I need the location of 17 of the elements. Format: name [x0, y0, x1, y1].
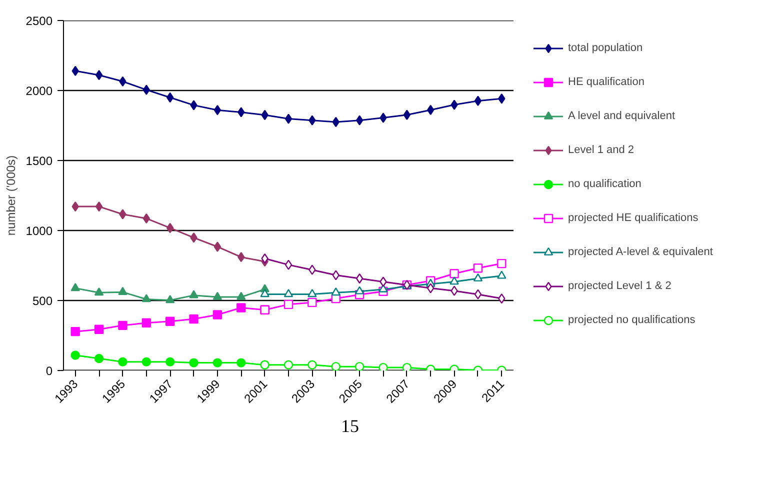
y-tick-label: 1000	[26, 224, 53, 238]
legend-label: HE qualification	[568, 76, 644, 88]
y-tick-label: 500	[32, 294, 53, 308]
legend-label: projected Level 1 & 2	[568, 280, 672, 292]
text: 15	[341, 415, 359, 438]
y-tick-label: 2000	[26, 84, 53, 98]
legend-label: projected A-level & equivalent	[568, 246, 713, 258]
y-axis-title: number ('000s)	[4, 155, 18, 236]
legend-label: A level and equivalent	[568, 110, 676, 122]
y-tick-label: 2500	[26, 14, 53, 28]
y-tick-label: 1500	[26, 154, 53, 168]
legend-label: no qualification	[568, 178, 642, 190]
legend-label: total population	[568, 42, 643, 54]
legend-label: projected no qualifications	[568, 314, 696, 326]
legend-label: Level 1 and 2	[568, 144, 634, 156]
y-tick-label: 0	[46, 364, 53, 378]
legend-label: projected HE qualifications	[568, 212, 698, 224]
